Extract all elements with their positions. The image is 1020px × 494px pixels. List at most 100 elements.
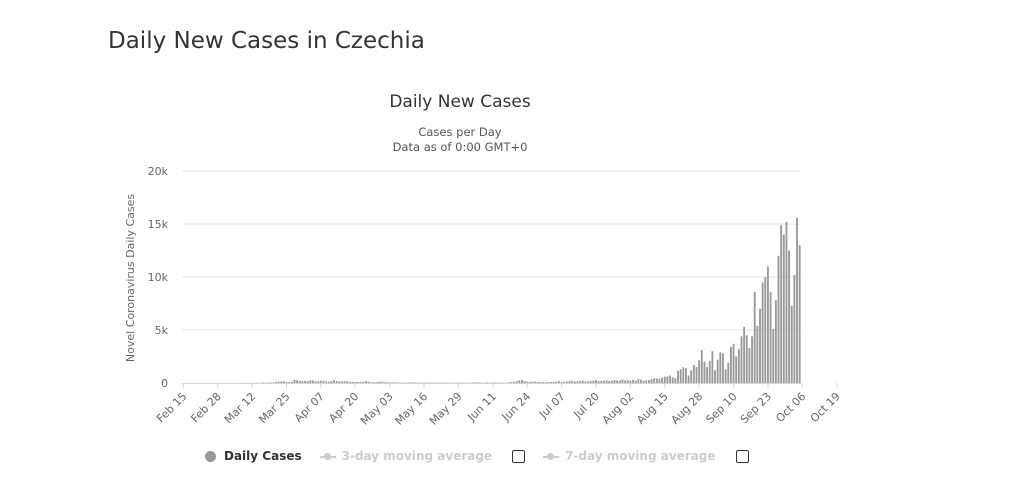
bar[interactable] bbox=[552, 381, 555, 383]
bar[interactable] bbox=[573, 381, 576, 383]
bar[interactable] bbox=[722, 353, 724, 383]
bar[interactable] bbox=[531, 381, 534, 383]
bar[interactable] bbox=[724, 369, 727, 383]
bar[interactable] bbox=[756, 325, 759, 383]
bar[interactable] bbox=[264, 382, 267, 384]
bar[interactable] bbox=[671, 377, 674, 383]
bar[interactable] bbox=[555, 381, 558, 383]
bar[interactable] bbox=[653, 378, 656, 383]
bar[interactable] bbox=[306, 381, 309, 383]
bar[interactable] bbox=[732, 343, 735, 383]
bar[interactable] bbox=[351, 381, 354, 383]
bar[interactable] bbox=[330, 381, 333, 383]
bar[interactable] bbox=[581, 380, 584, 383]
bar[interactable] bbox=[655, 378, 658, 383]
bar[interactable] bbox=[346, 381, 349, 383]
bar[interactable] bbox=[386, 382, 388, 383]
bar[interactable] bbox=[415, 382, 418, 384]
bar[interactable] bbox=[777, 255, 780, 383]
bar[interactable] bbox=[714, 370, 716, 383]
bar[interactable] bbox=[364, 381, 367, 383]
bar[interactable] bbox=[528, 381, 531, 383]
bar[interactable] bbox=[719, 352, 722, 383]
bar[interactable] bbox=[565, 381, 568, 383]
bar[interactable] bbox=[753, 291, 756, 383]
bar[interactable] bbox=[597, 381, 600, 383]
bar[interactable] bbox=[436, 382, 439, 384]
bar[interactable] bbox=[285, 381, 288, 383]
bar[interactable] bbox=[314, 381, 317, 383]
bar[interactable] bbox=[341, 381, 343, 383]
bar[interactable] bbox=[600, 380, 603, 383]
bar[interactable] bbox=[309, 380, 312, 383]
bar[interactable] bbox=[457, 382, 460, 384]
bar[interactable] bbox=[301, 381, 304, 383]
bar[interactable] bbox=[288, 382, 291, 383]
bar[interactable] bbox=[372, 382, 375, 383]
bar[interactable] bbox=[571, 380, 574, 383]
bar[interactable] bbox=[473, 382, 476, 383]
bar[interactable] bbox=[515, 381, 518, 383]
bar[interactable] bbox=[616, 380, 619, 383]
bar[interactable] bbox=[558, 381, 560, 383]
bar[interactable] bbox=[282, 381, 285, 383]
bar[interactable] bbox=[769, 291, 772, 383]
bar[interactable] bbox=[449, 382, 452, 384]
bar[interactable] bbox=[542, 382, 545, 383]
bar[interactable] bbox=[277, 381, 280, 383]
bar[interactable] bbox=[745, 335, 748, 383]
bar[interactable] bbox=[401, 382, 404, 384]
bar[interactable] bbox=[444, 382, 447, 384]
bar[interactable] bbox=[383, 382, 386, 383]
bar[interactable] bbox=[692, 364, 695, 383]
bar[interactable] bbox=[650, 379, 653, 383]
bar[interactable] bbox=[298, 380, 301, 383]
bar[interactable] bbox=[626, 380, 629, 383]
bar[interactable] bbox=[544, 382, 547, 383]
bar[interactable] bbox=[687, 375, 690, 383]
bar[interactable] bbox=[618, 380, 621, 383]
bar[interactable] bbox=[272, 382, 275, 384]
bar[interactable] bbox=[682, 367, 685, 383]
bar[interactable] bbox=[637, 379, 640, 383]
bar[interactable] bbox=[534, 381, 537, 383]
bar[interactable] bbox=[708, 360, 711, 383]
bar[interactable] bbox=[523, 381, 526, 383]
bar[interactable] bbox=[536, 382, 539, 383]
bar[interactable] bbox=[470, 382, 473, 384]
bar[interactable] bbox=[325, 381, 328, 383]
bar[interactable] bbox=[388, 382, 391, 384]
bar[interactable] bbox=[375, 382, 378, 383]
bar[interactable] bbox=[790, 305, 793, 383]
bar[interactable] bbox=[610, 380, 613, 383]
bar[interactable] bbox=[460, 382, 463, 384]
bar[interactable] bbox=[269, 382, 272, 384]
bar[interactable] bbox=[663, 376, 666, 383]
bar[interactable] bbox=[759, 308, 761, 383]
legend-item-daily-cases[interactable]: Daily Cases bbox=[205, 449, 302, 463]
bar[interactable] bbox=[798, 245, 801, 383]
bar[interactable] bbox=[335, 380, 338, 383]
bar[interactable] bbox=[349, 381, 351, 383]
bar[interactable] bbox=[491, 382, 494, 384]
bar[interactable] bbox=[394, 382, 396, 384]
bar[interactable] bbox=[576, 381, 579, 383]
bar[interactable] bbox=[526, 381, 529, 383]
bar[interactable] bbox=[621, 379, 624, 383]
bar[interactable] bbox=[494, 382, 497, 384]
bar[interactable] bbox=[446, 382, 449, 384]
bar[interactable] bbox=[322, 380, 325, 383]
bar[interactable] bbox=[703, 361, 706, 383]
bar[interactable] bbox=[661, 377, 664, 383]
bar[interactable] bbox=[563, 381, 566, 383]
bar[interactable] bbox=[767, 266, 769, 383]
bar[interactable] bbox=[666, 376, 669, 383]
bar[interactable] bbox=[409, 382, 412, 383]
bar[interactable] bbox=[497, 382, 500, 384]
bar[interactable] bbox=[433, 382, 436, 384]
bar[interactable] bbox=[751, 336, 753, 383]
bar[interactable] bbox=[431, 382, 433, 384]
3-day-average-checkbox[interactable] bbox=[512, 449, 526, 463]
bar[interactable] bbox=[550, 382, 552, 383]
bar[interactable] bbox=[319, 380, 322, 383]
